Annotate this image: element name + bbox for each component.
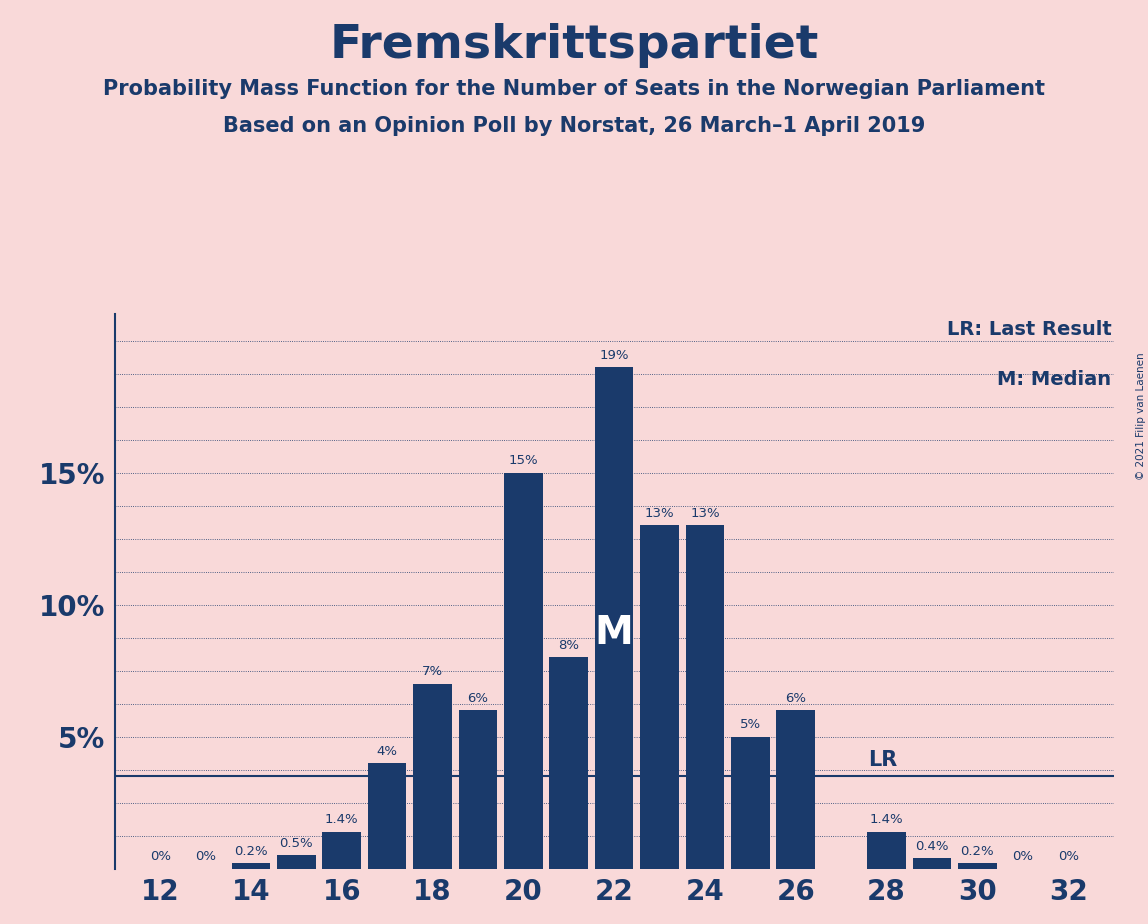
Bar (685, 526, 724, 869)
Text: 0%: 0% (195, 850, 216, 863)
Text: M: Median: M: Median (998, 370, 1111, 389)
Text: 0.4%: 0.4% (915, 840, 948, 853)
Text: 0.2%: 0.2% (234, 845, 267, 858)
Text: 0.5%: 0.5% (280, 837, 313, 850)
Text: 13%: 13% (645, 507, 674, 520)
Bar (413, 684, 452, 869)
Bar (459, 711, 497, 869)
Text: 6%: 6% (467, 692, 489, 705)
Bar (504, 472, 543, 869)
Text: 1.4%: 1.4% (870, 813, 903, 826)
Text: © 2021 Filip van Laenen: © 2021 Filip van Laenen (1135, 352, 1146, 480)
Bar (776, 711, 815, 869)
Bar (595, 367, 634, 869)
Text: M: M (595, 614, 634, 651)
Text: 0.2%: 0.2% (961, 845, 994, 858)
Bar (959, 863, 996, 869)
Text: 0%: 0% (1057, 850, 1079, 863)
Text: 13%: 13% (690, 507, 720, 520)
Bar (913, 858, 952, 869)
Text: 6%: 6% (785, 692, 806, 705)
Text: Based on an Opinion Poll by Norstat, 26 March–1 April 2019: Based on an Opinion Poll by Norstat, 26 … (223, 116, 925, 136)
Text: 0%: 0% (149, 850, 171, 863)
Text: 19%: 19% (599, 348, 629, 361)
Text: 7%: 7% (422, 665, 443, 678)
Bar (367, 763, 406, 869)
Text: 0%: 0% (1013, 850, 1033, 863)
Text: 15%: 15% (509, 455, 538, 468)
Text: Probability Mass Function for the Number of Seats in the Norwegian Parliament: Probability Mass Function for the Number… (103, 79, 1045, 99)
Text: 4%: 4% (377, 745, 397, 758)
Bar (731, 736, 769, 869)
Text: Fremskrittspartiet: Fremskrittspartiet (329, 23, 819, 68)
Bar (277, 856, 316, 869)
Bar (641, 526, 678, 869)
Text: 8%: 8% (558, 639, 580, 652)
Text: 5%: 5% (739, 718, 761, 731)
Bar (550, 657, 588, 869)
Text: LR: LR (868, 749, 898, 770)
Text: LR: Last Result: LR: Last Result (947, 320, 1111, 339)
Text: 1.4%: 1.4% (325, 813, 358, 826)
Bar (867, 832, 906, 869)
Bar (232, 863, 270, 869)
Bar (323, 832, 362, 869)
